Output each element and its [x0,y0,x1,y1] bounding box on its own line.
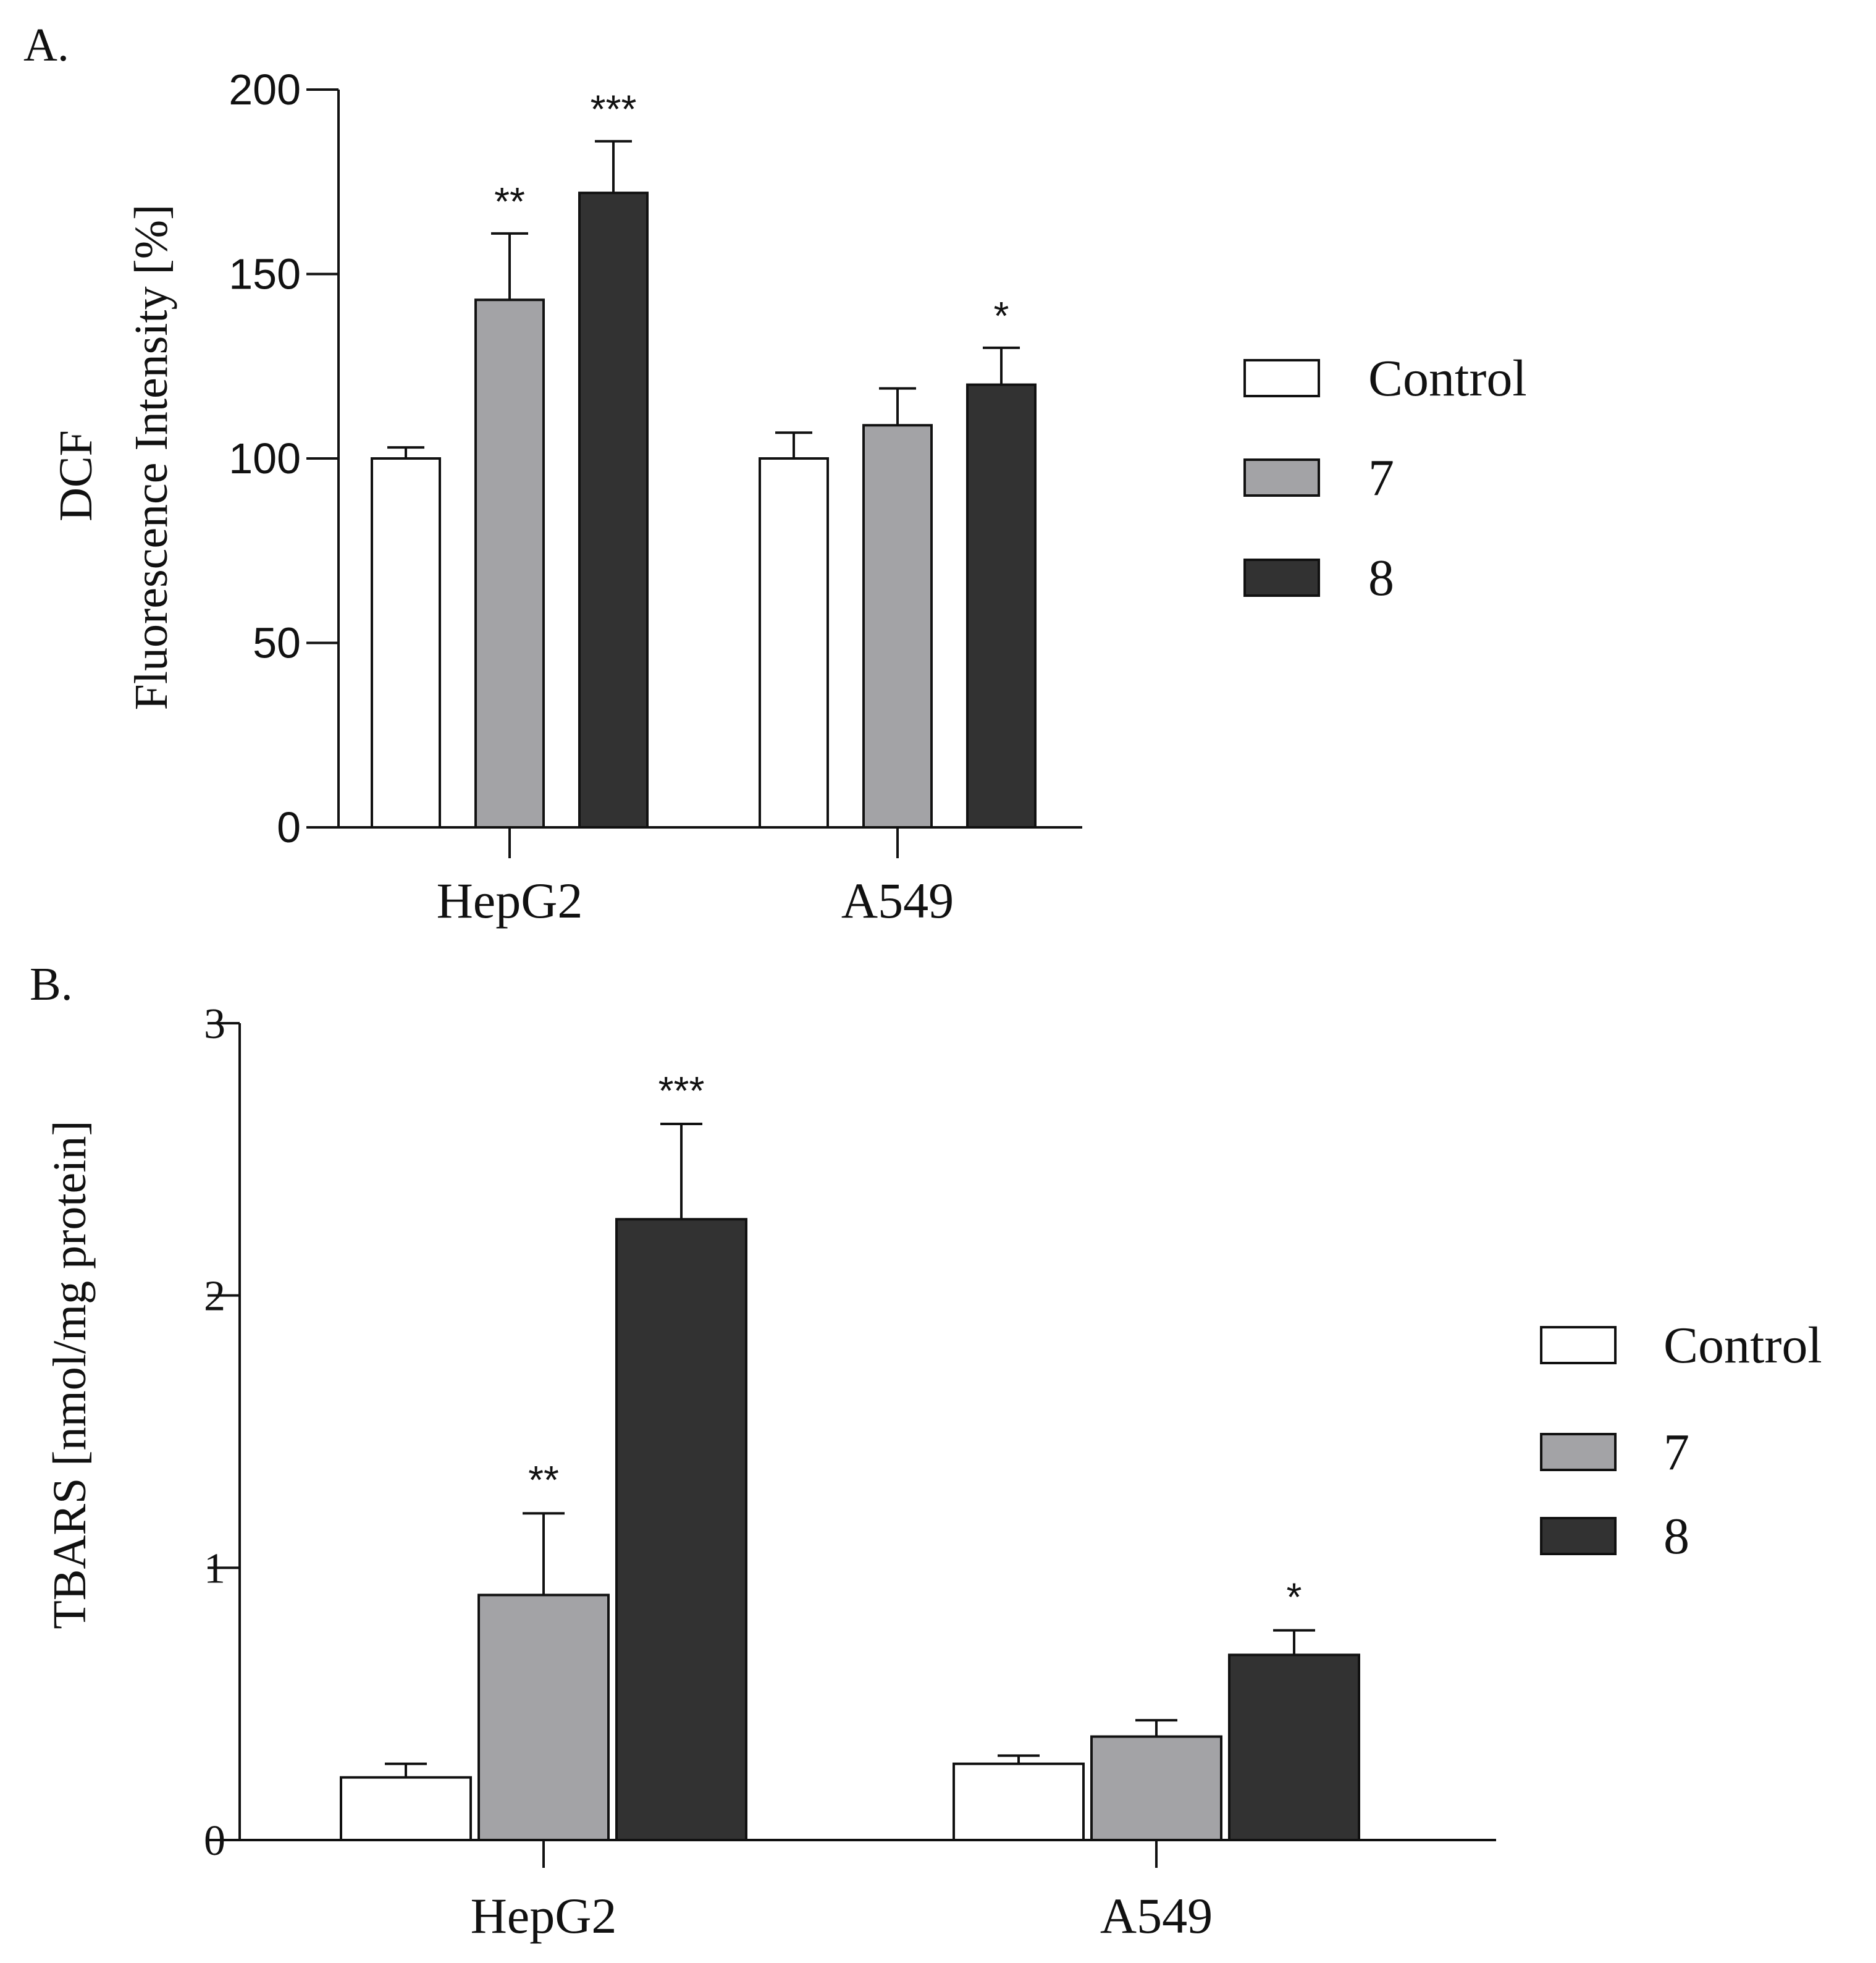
panel-b-bar [340,1776,472,1842]
panel-a-y-tick-label: 150 [229,250,301,298]
panel-b-legend-swatch [1540,1433,1617,1471]
panel-b-bar [615,1218,747,1841]
panel-a: A. DCF Fluorescence Intensity [%] 0 50 100… [23,19,1527,929]
panel-b-significance-marker: *** [658,1068,705,1113]
panel-b: B. TBARS [nmol/mg protein] 0123HepG2****… [30,958,1822,1944]
panel-b-legend-swatch [1540,1326,1617,1364]
panel-b-legend-label: 7 [1664,1424,1689,1481]
panel-b-category-label: A549 [1100,1888,1213,1944]
panel-a-ylabel-line2: Fluorescence Intensity [%] [125,205,177,711]
panel-b-bar [1090,1735,1222,1841]
panel-b-legend-label: 8 [1664,1508,1689,1565]
panel-b-bar [477,1594,610,1841]
panel-a-bar [474,298,545,829]
panel-b-legend-swatch [1540,1517,1617,1555]
panel-a-label: A. [23,19,69,71]
panel-b-y-tick-label: 0 [204,1817,225,1865]
panel-b-significance-marker: ** [528,1458,559,1502]
panel-a-significance-marker: * [994,293,1009,338]
panel-b-y-tick-label: 2 [204,1273,225,1320]
panel-a-bar [966,383,1037,829]
panel-a-y-tick-label: 100 [229,434,301,483]
panel-a-y-tick-label: 50 [253,619,301,667]
panel-b-y-tick-label: 3 [204,1000,225,1048]
panel-a-y-tick-label: 0 [277,803,301,851]
panel-b-bar [953,1762,1085,1841]
panel-b-y-tick-label: 1 [204,1545,225,1592]
panel-b-significance-marker: * [1287,1575,1302,1619]
panel-a-ylabel-line1: DCF [50,430,102,521]
panel-a-legend-swatch [1243,458,1320,497]
panel-a-significance-marker: *** [591,87,637,132]
panel-a-y-tick-label: 200 [229,65,301,114]
panel-a-legend-label: Control [1368,350,1527,407]
panel-a-legend-swatch [1243,359,1320,397]
panel-a-legend-label: 8 [1368,549,1394,607]
panel-b-ylabel: TBARS [nmol/mg protein] [44,1120,96,1629]
panel-b-legend-label: Control [1664,1317,1822,1374]
panel-a-bar [578,192,649,829]
panel-a-bar [371,457,441,829]
panel-b-label: B. [30,958,73,1010]
panel-a-legend-label: 7 [1368,449,1394,507]
panel-b-category-label: HepG2 [471,1888,617,1944]
panel-a-category-label: HepG2 [437,872,583,929]
panel-a-legend-swatch [1243,559,1320,597]
panel-b-bar [1228,1653,1360,1841]
panel-a-category-label: A549 [841,872,954,929]
panel-a-bar [759,457,829,829]
panel-a-significance-marker: ** [494,179,525,224]
panel-a-bar [862,424,933,829]
